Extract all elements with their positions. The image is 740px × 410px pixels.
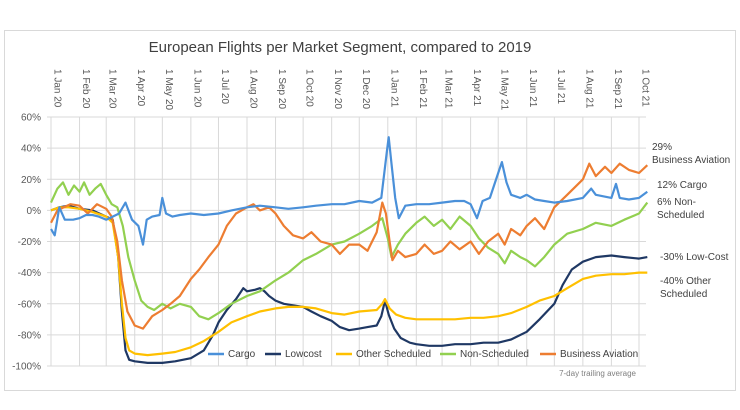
chart-footnote: 7-day trailing average: [559, 369, 636, 378]
y-tick-label: -20%: [18, 237, 41, 248]
y-tick-label: -80%: [18, 330, 41, 341]
x-tick-label: 1 Aug 20: [248, 69, 259, 109]
x-tick-label: 1 Jul 21: [555, 69, 566, 104]
y-tick-label: -100%: [12, 362, 41, 373]
x-tick-label: 1 Oct 21: [640, 69, 651, 107]
x-tick-label: 1 Jun 21: [527, 69, 538, 108]
end-label-lowcost: -30% Low-Cost: [660, 252, 729, 263]
x-tick-label: 1 Apr 21: [471, 69, 482, 107]
y-tick-label: 60%: [21, 113, 41, 124]
series-lines: [49, 136, 649, 364]
legend-label: Lowcost: [285, 349, 322, 360]
legend-label: Cargo: [228, 349, 256, 360]
y-tick-label: 20%: [21, 175, 41, 186]
x-tick-label: 1 Jun 20: [191, 69, 202, 108]
y-tick-label: 0%: [27, 206, 42, 217]
x-tick-label: 1 May 21: [499, 69, 510, 111]
series-line-business-aviation: [50, 162, 649, 330]
x-tick-label: 1 Aug 21: [583, 69, 594, 109]
grid: [47, 116, 646, 367]
legend: Cargo Lowcost Other Scheduled Non-Scheduled…: [208, 349, 638, 360]
x-tick-label: 1 Sep 20: [276, 69, 287, 109]
x-tick-label: 1 Dec 20: [360, 69, 371, 109]
end-labels: 12% Cargo -30% Low-Cost -40% Other Schedule…: [652, 142, 730, 300]
legend-label: Non-Scheduled: [460, 349, 529, 360]
x-tick-label: 1 Jul 20: [219, 69, 230, 104]
y-axis-ticks: 60% 40% 20% 0% -20% -40% -60% -80% -100%: [12, 113, 41, 373]
chart-border: [4, 30, 736, 391]
x-tick-label: 1 Nov 20: [332, 69, 343, 109]
end-label-other-scheduled: -40% Other Scheduled: [660, 276, 712, 300]
end-label-cargo: 12% Cargo: [657, 180, 707, 191]
y-tick-label: 40%: [21, 144, 41, 155]
x-tick-label: 1 Jan 21: [388, 69, 399, 108]
x-tick-label: 1 Feb 21: [417, 69, 428, 109]
series-line-non-scheduled: [49, 181, 649, 321]
x-tick-label: 1 Oct 20: [304, 69, 315, 107]
x-tick-label: 1 Mar 20: [107, 69, 118, 109]
legend-label: Business Aviation: [560, 349, 638, 360]
legend-label: Other Scheduled: [356, 349, 431, 360]
x-tick-label: 1 Jan 20: [52, 69, 63, 108]
x-tick-label: 1 May 20: [163, 69, 174, 111]
series-line-lowcost: [50, 204, 648, 364]
chart-title: European Flights per Market Segment, com…: [149, 39, 532, 56]
end-label-business-aviation: 29% Business Aviation: [652, 142, 730, 166]
y-tick-label: -40%: [18, 268, 41, 279]
y-tick-label: -60%: [18, 299, 41, 310]
x-tick-label: 1 Sep 21: [612, 69, 623, 109]
end-label-non-scheduled: 6% Non-Scheduled: [657, 197, 704, 221]
series-line-cargo: [50, 136, 648, 246]
x-tick-label: 1 Mar 21: [443, 69, 454, 109]
x-tick-label: 1 Feb 20: [80, 69, 91, 109]
x-axis-ticks: 1 Jan 20 1 Feb 20 1 Mar 20 1 Apr 20 1 May 20…: [52, 69, 651, 111]
series-line-other-scheduled: [50, 206, 648, 357]
x-tick-label: 1 Apr 20: [135, 69, 146, 107]
